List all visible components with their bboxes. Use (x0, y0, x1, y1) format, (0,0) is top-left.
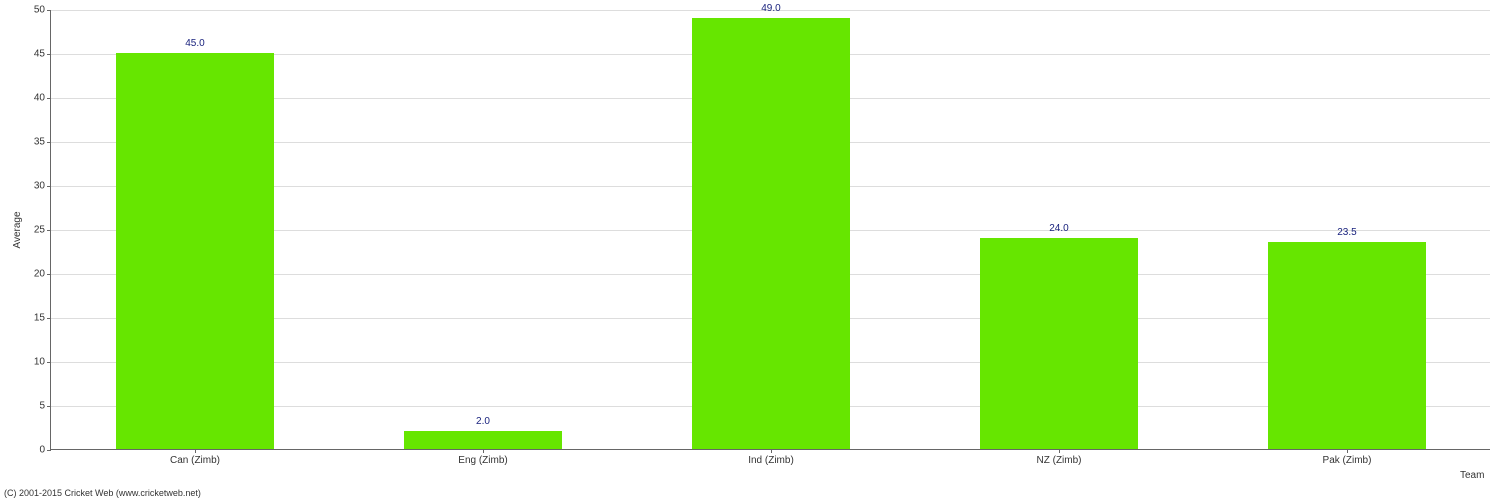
x-tick-mark (1059, 449, 1060, 453)
y-tick-label: 35 (34, 137, 51, 148)
bar-value-label: 24.0 (1049, 223, 1068, 234)
x-tick-mark (195, 449, 196, 453)
x-tick-label: Ind (Zimb) (748, 455, 794, 466)
y-tick-label: 10 (34, 357, 51, 368)
bar: 24.0 (980, 238, 1138, 449)
bar: 23.5 (1268, 242, 1426, 449)
x-axis-title: Team (1460, 470, 1484, 481)
plot-area: 0510152025303540455045.0Can (Zimb)2.0Eng… (50, 10, 1490, 450)
bar-value-label: 23.5 (1337, 227, 1356, 238)
y-tick-label: 30 (34, 181, 51, 192)
x-tick-label: Can (Zimb) (170, 455, 220, 466)
y-tick-label: 0 (39, 445, 51, 456)
x-tick-label: NZ (Zimb) (1037, 455, 1082, 466)
x-tick-label: Eng (Zimb) (458, 455, 507, 466)
x-tick-mark (771, 449, 772, 453)
x-tick-label: Pak (Zimb) (1323, 455, 1372, 466)
bar-value-label: 45.0 (185, 38, 204, 49)
bar-value-label: 2.0 (476, 416, 490, 427)
chart-container: 0 5 10 15 20 25 30 35 40 45 50 45.0 Can (Zimb) 2.0 Eng… (0, 0, 1500, 500)
y-tick-label: 45 (34, 49, 51, 60)
y-tick-label: 5 (39, 401, 51, 412)
y-tick-label: 15 (34, 313, 51, 324)
y-tick-label: 20 (34, 269, 51, 280)
x-tick-mark (483, 449, 484, 453)
bar: 49.0 (692, 18, 850, 449)
y-axis-title: Average (12, 211, 23, 248)
bar: 45.0 (116, 53, 274, 449)
bar: 2.0 (404, 431, 562, 449)
bar-value-label: 49.0 (761, 3, 780, 14)
y-tick-label: 50 (34, 5, 51, 16)
y-tick-label: 40 (34, 93, 51, 104)
y-tick-label: 25 (34, 225, 51, 236)
x-tick-mark (1347, 449, 1348, 453)
copyright-text: (C) 2001-2015 Cricket Web (www.cricketwe… (4, 488, 201, 498)
